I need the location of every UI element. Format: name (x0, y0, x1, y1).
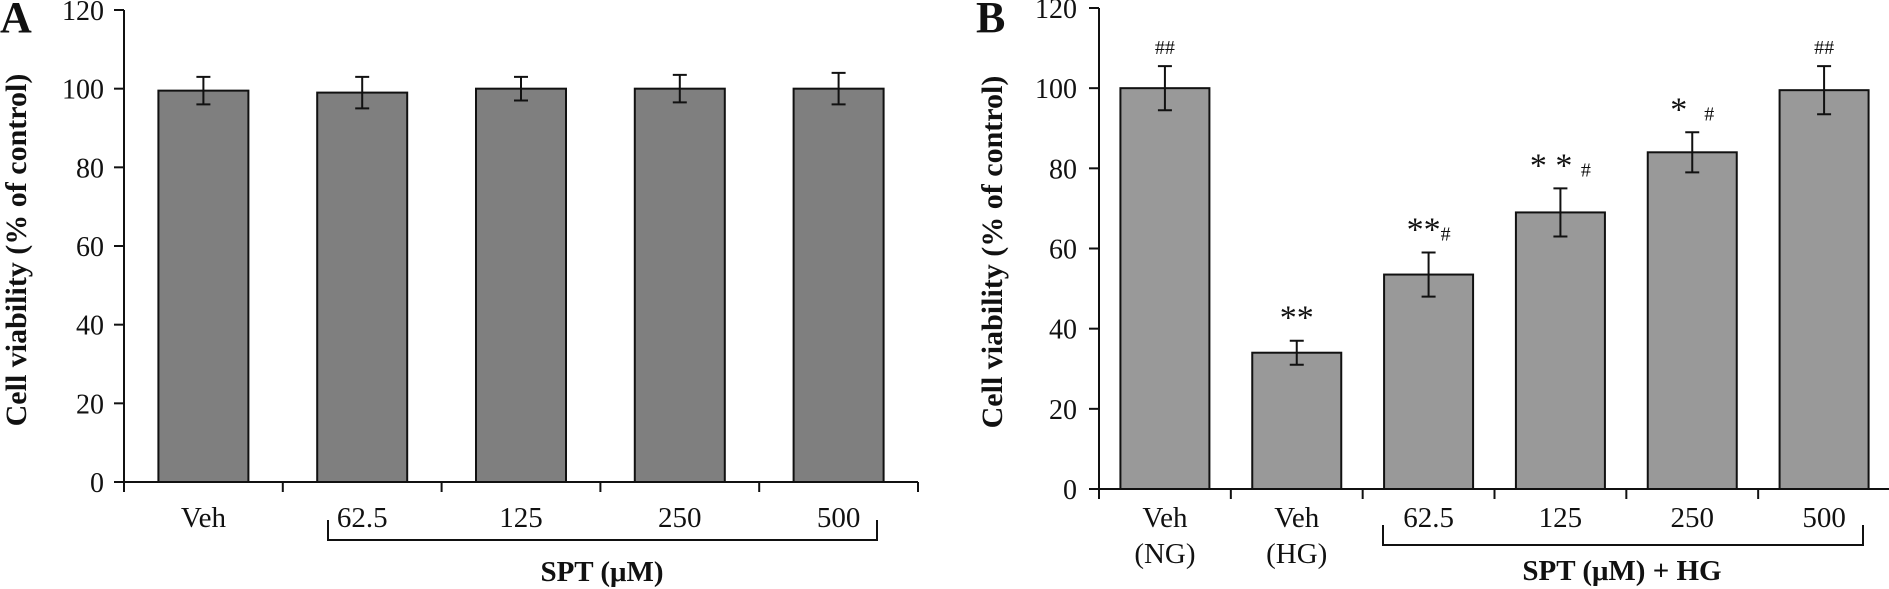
x-tick-label: 62.5 (1403, 502, 1454, 534)
x-tick-label: 500 (817, 502, 861, 534)
error-bar (1685, 131, 1700, 174)
panel-letter-b: B (976, 0, 1005, 42)
bar (475, 87, 567, 484)
error-bar (514, 75, 528, 102)
bars-a (157, 71, 885, 484)
bar (1383, 273, 1475, 490)
bar (1251, 351, 1343, 491)
x-tick-labels-b: Veh (NG) Veh (HG) 62.5 125 250 500 (1134, 502, 1846, 570)
x-tick-label: Veh (HG) (1266, 502, 1327, 570)
error-bar (672, 73, 687, 104)
x-tick-label: 125 (1539, 502, 1583, 534)
x-tick-labels-a: Veh 62.5 125 250 500 (181, 502, 861, 534)
error-bar (196, 75, 211, 106)
significance-label: ## (1155, 37, 1175, 59)
bars-b: ## ** **# * * # * # ## (1119, 37, 1870, 491)
y-tick-label: 20 (76, 389, 104, 420)
bar (157, 89, 250, 483)
y-tick-label: 80 (76, 153, 104, 184)
x-tick-label: 250 (658, 502, 702, 534)
y-axis-label-a: Cell viability (% of control) (0, 74, 33, 427)
group-label-a: SPT (μM) (540, 556, 663, 588)
bar (1119, 87, 1211, 491)
y-tick-label: 0 (1063, 475, 1077, 506)
x-tick-label: 500 (1802, 502, 1846, 534)
x-tick-label: Veh (NG) (1134, 502, 1195, 570)
error-bar (1553, 187, 1568, 238)
error-bar (1421, 251, 1436, 298)
panel-b: B Cell viability (% of control) 0 20 40 60 8… (976, 0, 1889, 587)
group-bracket-b (1382, 525, 1864, 546)
significance-label: ## (1814, 37, 1834, 59)
y-axis-label-b: Cell viability (% of control) (976, 76, 1009, 429)
y-tick-label: 60 (76, 232, 104, 263)
y-tick-label: 20 (1049, 395, 1077, 426)
y-tick-label: 40 (1049, 315, 1077, 346)
significance-label: ** (1280, 300, 1314, 337)
bar (316, 91, 409, 483)
x-tick-label: 250 (1671, 502, 1715, 534)
significance-label: * # (1670, 91, 1714, 128)
group-label-b: SPT (μM) + HG (1522, 555, 1721, 587)
group-bracket-a (327, 520, 878, 541)
bar (1514, 211, 1606, 491)
y-tick-label: 120 (62, 0, 104, 27)
significance-label: **# (1407, 212, 1451, 249)
error-bar (1817, 65, 1832, 116)
y-tick-label: 0 (90, 468, 104, 499)
error-bar (1289, 339, 1304, 366)
error-bar (355, 75, 370, 110)
y-tick-label: 40 (76, 311, 104, 342)
axes-b: 0 20 40 60 80 100 120 (1035, 0, 1889, 506)
x-tick-label: Veh (181, 502, 227, 534)
y-tick-label: 100 (1035, 74, 1077, 105)
y-tick-label: 80 (1049, 154, 1077, 185)
y-tick-label: 100 (62, 75, 104, 106)
y-tick-label: 60 (1049, 235, 1077, 266)
y-tick-label: 120 (1035, 0, 1077, 25)
panel-letter-a: A (0, 0, 32, 42)
significance-label: * * # (1530, 147, 1591, 184)
bar (792, 87, 885, 484)
axes-a: 0 20 40 60 80 100 120 (62, 0, 919, 499)
panel-a: A Cell viability (% of control) 0 20 40 60 8… (0, 0, 919, 588)
x-tick-label: 125 (499, 502, 543, 534)
bar (633, 87, 726, 484)
error-bar (831, 71, 846, 106)
bar (1778, 89, 1870, 490)
error-bar (1157, 65, 1172, 112)
x-tick-label: 62.5 (337, 502, 388, 534)
bar (1646, 151, 1738, 491)
